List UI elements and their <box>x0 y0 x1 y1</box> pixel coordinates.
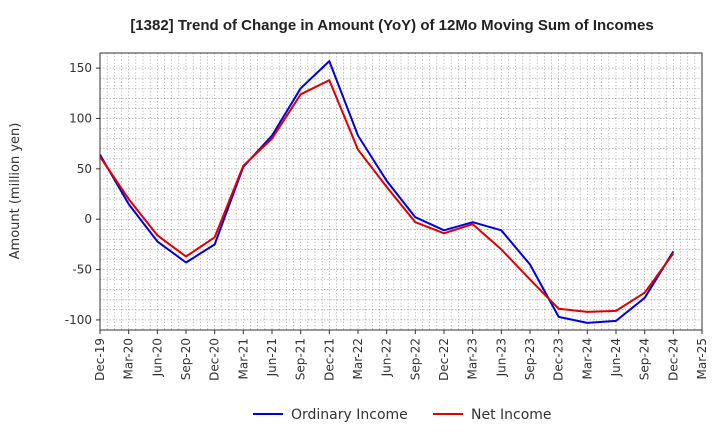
y-tick-label: 0 <box>84 212 92 226</box>
x-tick-label: Sep-24 <box>638 338 652 380</box>
x-axis-ticks: Dec-19 Mar-20 Jun-20 Sep-20 Dec-20 Mar-21 Jun-… <box>93 330 709 381</box>
y-tick-label: 100 <box>69 111 92 125</box>
x-tick-label: Dec-21 <box>322 338 336 381</box>
grid <box>99 53 703 330</box>
x-tick-label: Jun-20 <box>150 338 164 377</box>
x-tick-label: Dec-24 <box>666 338 680 381</box>
x-tick-label: Sep-23 <box>523 338 537 380</box>
x-tick-label: Mar-23 <box>466 338 480 379</box>
series-line-ordinary-income <box>99 60 675 324</box>
x-tick-label: Mar-20 <box>122 338 136 379</box>
x-tick-label: Dec-22 <box>437 338 451 381</box>
chart-title: [1382] Trend of Change in Amount (YoY) o… <box>130 17 653 34</box>
x-tick-label: Jun-21 <box>265 338 279 377</box>
x-tick-label: Dec-23 <box>552 338 566 381</box>
y-tick-label: 150 <box>69 61 92 75</box>
y-tick-label: -50 <box>72 263 92 277</box>
x-tick-label: Jun-22 <box>380 338 394 377</box>
x-tick-label: Mar-22 <box>351 338 365 379</box>
y-tick-label: -100 <box>65 313 92 327</box>
x-tick-label: Mar-24 <box>580 338 594 379</box>
y-tick-label: 50 <box>77 162 92 176</box>
x-tick-label: Jun-24 <box>609 338 623 377</box>
y-axis-ticks: 150 100 50 0 -50 -100 <box>65 61 100 327</box>
x-tick-label: Sep-22 <box>408 338 422 380</box>
plot-frame <box>99 52 703 331</box>
x-tick-label: Sep-20 <box>179 338 193 380</box>
x-tick-label: Mar-21 <box>236 338 250 379</box>
x-tick-label: Jun-23 <box>494 338 508 377</box>
legend-label-ordinary-income: Ordinary Income <box>291 407 408 423</box>
x-tick-label: Sep-21 <box>294 338 308 380</box>
x-tick-label: Mar-25 <box>695 338 709 379</box>
series-lines <box>99 60 675 324</box>
series-line-net-income <box>99 79 675 313</box>
y-axis-label: Amount (million yen) <box>8 123 23 260</box>
x-tick-label: Dec-20 <box>208 338 222 381</box>
legend: Ordinary Income Net Income <box>253 407 552 423</box>
x-tick-label: Dec-19 <box>93 338 107 381</box>
legend-label-net-income: Net Income <box>471 407 552 423</box>
